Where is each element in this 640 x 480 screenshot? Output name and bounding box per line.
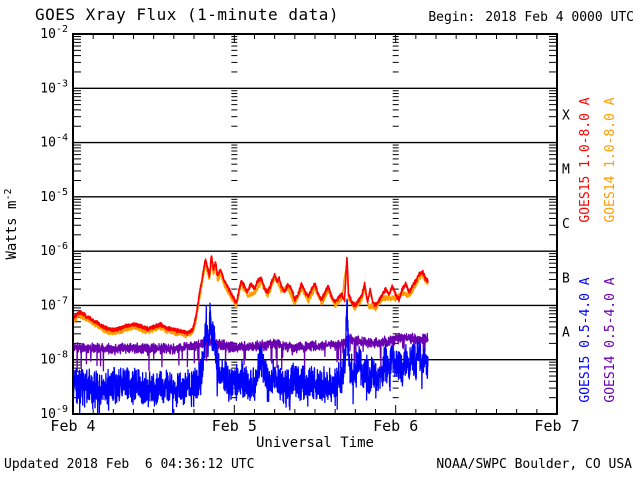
time-ticks xyxy=(92,34,538,414)
svg-text:Feb 7: Feb 7 xyxy=(534,417,579,435)
svg-text:M: M xyxy=(562,163,570,178)
svg-text:B: B xyxy=(562,271,570,286)
begin-label: Begin: xyxy=(428,10,476,25)
begin-value: 2018 Feb 4 0000 UTC xyxy=(485,10,634,25)
y-tick-labels: 10-2 10-3 10-4 10-5 10-6 10-7 10-8 10-9 xyxy=(40,24,68,422)
svg-text:10-4: 10-4 xyxy=(40,133,68,151)
svg-text:X: X xyxy=(562,108,570,123)
legend-goes15-long: GOES15 1.0-8.0 A xyxy=(578,97,593,222)
svg-text:10-6: 10-6 xyxy=(40,241,68,259)
svg-text:10-2: 10-2 xyxy=(40,24,68,42)
data-curves xyxy=(73,255,429,414)
y-axis-title: Watts m-2 xyxy=(3,188,20,259)
series-goes15-short xyxy=(73,298,429,414)
decade-gridlines xyxy=(73,87,557,361)
svg-text:10-8: 10-8 xyxy=(40,350,68,368)
x-axis-title: Universal Time xyxy=(256,435,374,451)
svg-text:Feb 5: Feb 5 xyxy=(212,417,257,435)
legend-goes15-short: GOES15 0.5-4.0 A xyxy=(578,277,593,402)
svg-text:10-5: 10-5 xyxy=(40,187,68,205)
svg-text:C: C xyxy=(562,217,570,232)
series-goes14-long xyxy=(73,258,429,339)
x-tick-labels: Feb 4 Feb 5 Feb 6 Feb 7 xyxy=(50,417,579,435)
series-goes15-long xyxy=(73,255,429,336)
svg-text:10-3: 10-3 xyxy=(40,78,68,96)
series-goes14-short xyxy=(73,332,429,375)
svg-text:A: A xyxy=(562,326,570,341)
legend-goes14-long: GOES14 1.0-8.0 A xyxy=(603,97,618,222)
svg-text:Feb 6: Feb 6 xyxy=(373,417,418,435)
source-credit: NOAA/SWPC Boulder, CO USA xyxy=(436,457,632,472)
svg-text:10-7: 10-7 xyxy=(40,295,68,313)
updated-timestamp: Updated 2018 Feb 6 04:36:12 UTC xyxy=(4,457,255,472)
log-minor-ticks xyxy=(73,35,557,399)
svg-text:10-9: 10-9 xyxy=(40,404,68,422)
begin-time-group: Begin: 2018 Feb 4 0000 UTC xyxy=(428,10,634,25)
svg-text:Feb 4: Feb 4 xyxy=(50,417,95,435)
legend-goes14-short: GOES14 0.5-4.0 A xyxy=(603,277,618,402)
chart-title: GOES Xray Flux (1-minute data) xyxy=(35,5,339,24)
plot-border xyxy=(72,33,558,415)
flare-class-labels: X M C B A xyxy=(562,108,570,340)
